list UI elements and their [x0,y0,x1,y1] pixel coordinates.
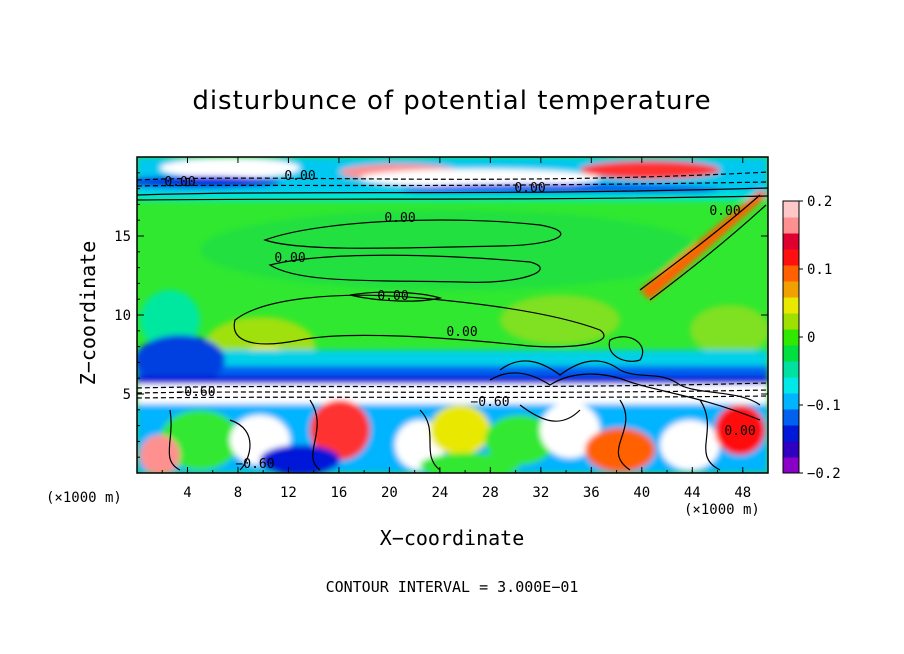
contour-label: −0.60 [470,395,509,410]
colorbar-label: −0.2 [807,466,841,482]
x-tick-label: 32 [532,485,549,501]
colorbar-swatch [783,377,799,394]
x-tick-label: 12 [280,485,297,501]
colorbar-swatch [783,313,799,330]
contour-label: 0.00 [377,289,408,304]
contour-label: 0.00 [446,325,477,340]
x-tick-label: 44 [684,485,701,501]
y-tick-label: 15 [114,229,131,245]
colorbar-label: 0.1 [807,262,832,278]
y-tick-label: 10 [114,308,131,324]
field-layer [137,157,768,473]
chart-title: disturbunce of potential temperature [192,86,712,116]
contour-label: −0.60 [235,457,274,472]
colorbar-swatch [783,201,799,218]
x-tick-label: 36 [583,485,600,501]
contour-label: 0.00 [384,211,415,226]
contour-lines [137,171,768,471]
colorbar-label: 0 [807,330,815,346]
contour-label: 0.00 [709,204,740,219]
contour-label: 0.00 [514,181,545,196]
x-tick-label: 20 [381,485,398,501]
contour-label: −0.60 [176,385,215,400]
contour-label: 0.00 [274,251,305,266]
y-axis-label: Z−coordinate [76,240,100,386]
y-axis: 5 10 15 [114,172,768,458]
x-tick-label: 28 [482,485,499,501]
x-axis: 4 8 12 16 20 24 28 32 36 40 44 48 [161,157,751,501]
x-unit-left: (×1000 m) [46,490,122,506]
x-tick-label: 4 [183,485,191,501]
x-tick-label: 8 [234,485,242,501]
colorbar-swatch [783,425,799,442]
x-tick-label: 16 [330,485,347,501]
x-unit-right: (×1000 m) [684,502,760,518]
contour-label: 0.00 [724,424,755,439]
contour-label: 0.00 [164,175,195,190]
colorbar-swatch [783,265,799,282]
x-tick-label: 24 [431,485,448,501]
colorbar-swatch [783,409,799,426]
colorbar-swatch [783,281,799,298]
y-tick-label: 5 [123,387,131,403]
colorbar-swatch [783,361,799,378]
colorbar-swatch [783,297,799,314]
colorbar-swatch [783,393,799,410]
colorbar-swatch [783,249,799,266]
x-tick-label: 40 [633,485,650,501]
contour-label: 0.00 [284,169,315,184]
x-axis-label: X−coordinate [379,526,525,550]
colorbar-label: −0.1 [807,398,841,414]
colorbar-swatch [783,233,799,250]
colorbar-label: 0.2 [807,194,832,210]
x-tick-label: 48 [734,485,751,501]
colorbar-swatch [783,329,799,346]
contour-labels: 0.00 0.00 0.00 0.00 0.00 0.00 0.00 0.00 −0.60 −0.… [164,169,755,472]
contour-interval-note: CONTOUR INTERVAL = 3.000E−01 [325,578,579,596]
colorbar-swatch [783,217,799,234]
colorbar-swatch [783,457,799,474]
colorbar: 0.2 0.1 0 −0.1 −0.2 [782,194,841,482]
colorbar-swatch [783,441,799,458]
colorbar-swatch [783,345,799,362]
